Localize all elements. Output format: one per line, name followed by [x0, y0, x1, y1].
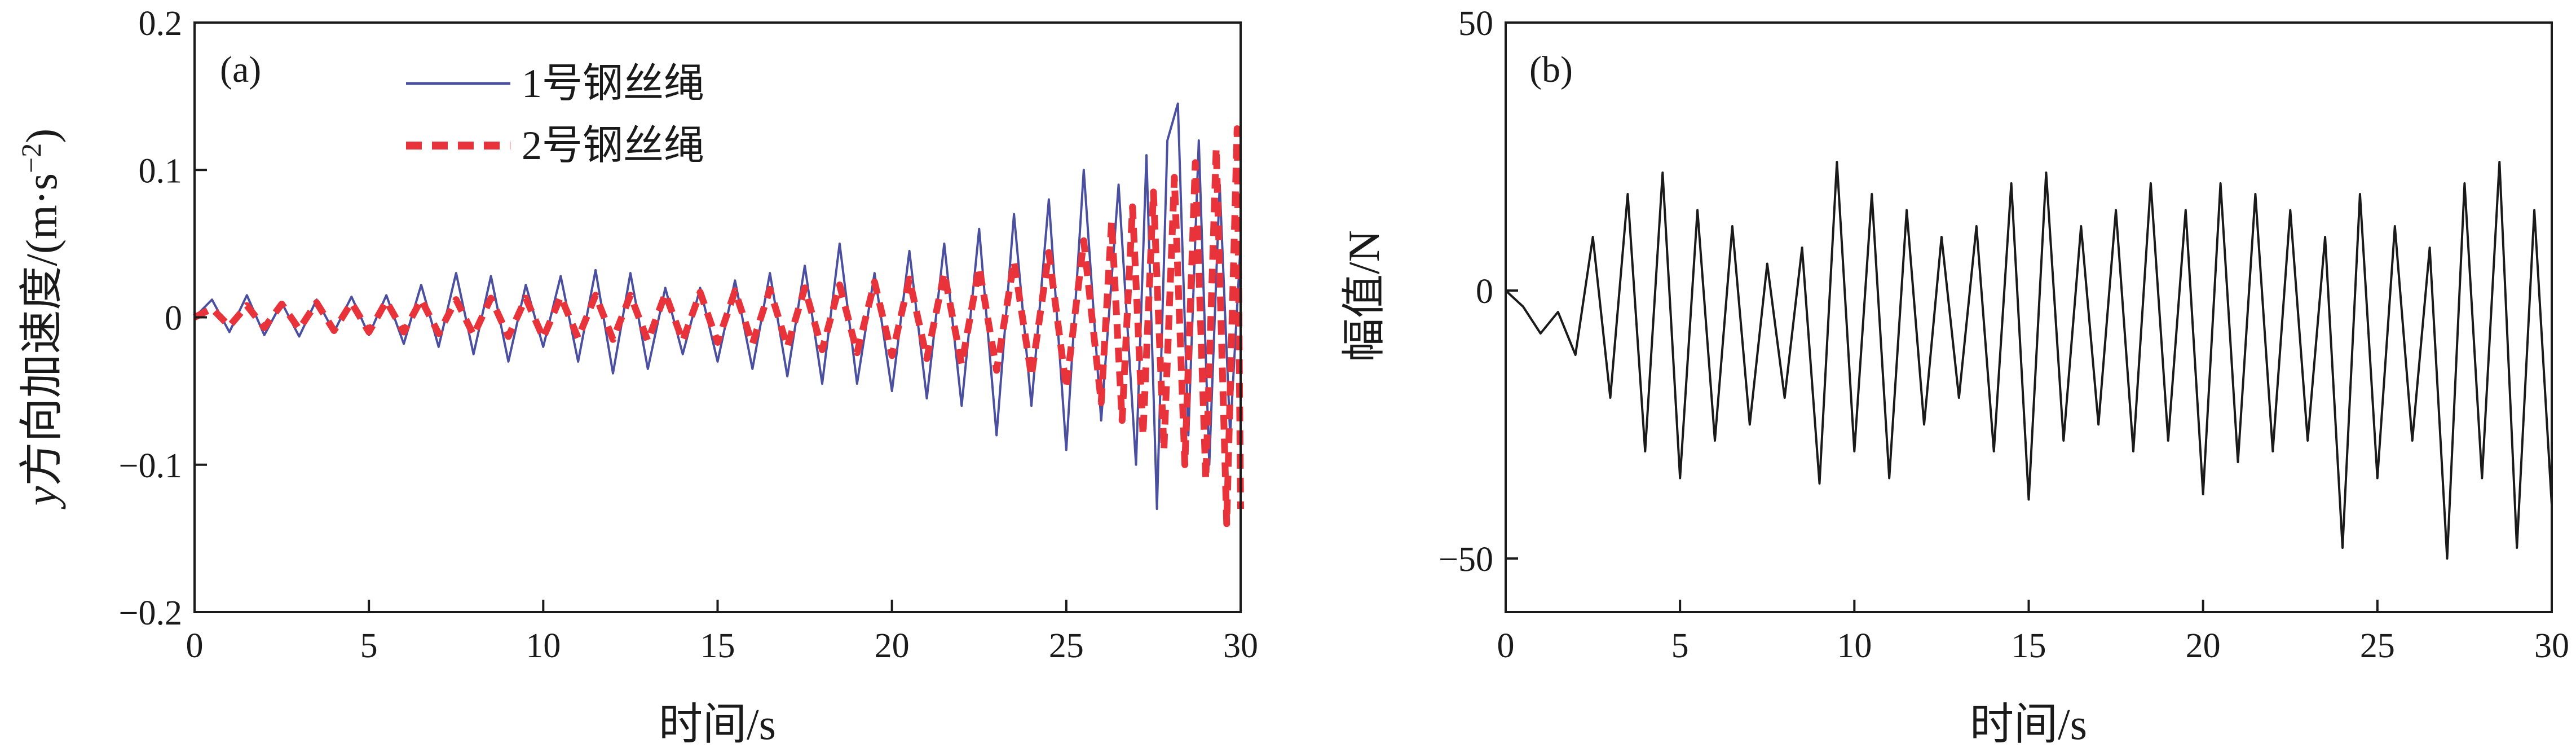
panel-a-y-axis-text: 方向加速度/(m·s [17, 173, 66, 486]
panel-a-series-1-line [193, 102, 1242, 511]
panel-a-y-tick-label: 0.1 [139, 152, 183, 190]
panel-b-series-group [1505, 161, 2553, 560]
panel-a-y-axis-superscript: −2 [15, 143, 47, 173]
panel-a-x-tick-label: 15 [700, 627, 735, 665]
panel-b-y-axis-title: 幅值/N [1339, 230, 1388, 362]
panel-a-y-axis-variable: y [17, 486, 66, 509]
panel-b-x-tick-label: 30 [2534, 627, 2569, 665]
panel-a-x-tick-label: 0 [186, 627, 204, 665]
panel-a-legend: 1号钢丝绳 2号钢丝绳 [406, 61, 704, 168]
panel-b-y-tick-label: 50 [1458, 5, 1493, 43]
panel-a-series-2-line [193, 125, 1244, 527]
panel-b-x-tick-label: 15 [2012, 627, 2046, 665]
panel-b-y-tick-label: 0 [1476, 272, 1493, 311]
panel-a-x-tick-label: 10 [526, 627, 561, 665]
panel-a-x-axis-title: 时间/s [659, 700, 776, 749]
panel-a-y-axis-close-paren: ) [17, 129, 66, 143]
panel-a-y-tick-label: −0.1 [119, 447, 182, 485]
legend-label-series-2: 2号钢丝绳 [522, 123, 704, 168]
panel-a-y-axis-title: y方向加速度/(m·s−2) [15, 129, 66, 509]
panel-b-axes-group: 0 5 10 15 20 25 30 −50 0 50 [1439, 5, 2569, 665]
panel-b-x-axis-title: 时间/s [1970, 700, 2087, 749]
panel-b-y-tick-label: −50 [1439, 540, 1493, 579]
panel-b-x-tick-label: 0 [1497, 627, 1515, 665]
panel-b-x-tick-label: 25 [2360, 627, 2395, 665]
panel-a-x-tick-label: 5 [360, 627, 378, 665]
panel-b-plot-frame [1505, 21, 2553, 613]
panel-a-plot-frame [193, 21, 1242, 613]
panel-a-y-tick-label: −0.2 [119, 594, 182, 632]
panel-b-x-tick-label: 5 [1671, 627, 1689, 665]
panel-a-x-tick-label: 30 [1223, 627, 1258, 665]
panel-a-x-tick-label: 25 [1049, 627, 1084, 665]
panel-b-amplitude-chart: 0 5 10 15 20 25 30 −50 0 50 (b) 时间/s 幅值/N [1339, 5, 2569, 749]
panel-b-series-1-line [1505, 161, 2553, 560]
panel-a-label: (a) [220, 49, 261, 90]
panel-a-x-tick-label: 20 [875, 627, 910, 665]
panel-a-y-tick-label: 0.2 [139, 5, 183, 43]
panel-a-series-group [193, 102, 1244, 527]
panel-b-label: (b) [1529, 49, 1573, 90]
panel-a-axes-group: 0 5 10 15 20 25 30 −0.2 −0.1 0 0.1 0.2 [119, 5, 1258, 665]
panel-a-y-tick-label: 0 [165, 300, 182, 338]
legend-label-series-1: 1号钢丝绳 [522, 61, 704, 106]
panel-b-x-tick-label: 20 [2186, 627, 2221, 665]
panel-a-acceleration-chart: 0 5 10 15 20 25 30 −0.2 −0.1 0 0.1 0.2 (a) 1号钢丝绳 2号… [15, 5, 1258, 749]
panel-b-x-tick-label: 10 [1837, 627, 1872, 665]
